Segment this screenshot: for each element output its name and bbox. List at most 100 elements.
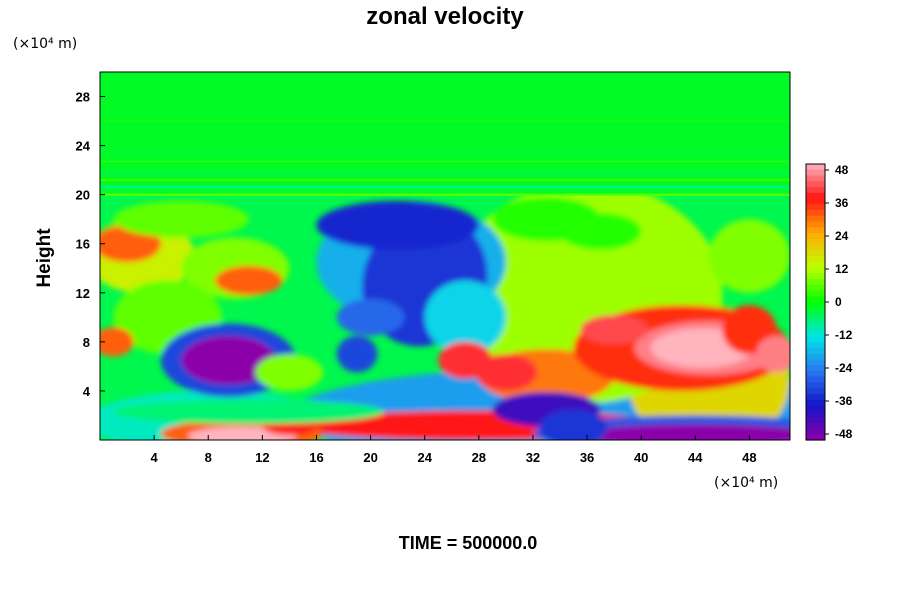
x-tick-label-20: 20 xyxy=(363,450,377,465)
colorbar-segment-36 xyxy=(806,371,825,378)
colorbar-segment-20 xyxy=(806,279,825,286)
colorbar-segment-43 xyxy=(806,411,825,418)
colorbar-segment-39 xyxy=(806,388,825,395)
heatmap-blob-38 xyxy=(113,200,249,238)
colorbar-segment-23 xyxy=(806,296,825,303)
y-tick-label-24: 24 xyxy=(76,139,91,154)
x-axis-ticks: 4 8 12 16 20 24 28 32 36 40 44 48 xyxy=(151,435,757,465)
upper-layer xyxy=(100,72,790,195)
y-tick-label-8: 8 xyxy=(83,335,90,350)
colorbar-segment-15 xyxy=(806,250,825,257)
colorbar-segment-46 xyxy=(806,428,825,435)
colorbar-segment-32 xyxy=(806,348,825,355)
colorbar-segment-26 xyxy=(806,313,825,320)
colorbar-segment-40 xyxy=(806,394,825,401)
colorbar-segment-45 xyxy=(806,422,825,430)
colorbar-label--24: -24 xyxy=(835,361,853,375)
heatmap-blob-33 xyxy=(100,327,134,357)
colorbar-segment-13 xyxy=(806,238,825,246)
colorbar-label-0: 0 xyxy=(835,295,842,309)
heatmap-field xyxy=(100,182,790,440)
x-tick-label-24: 24 xyxy=(417,450,432,465)
colorbar-label-36: 36 xyxy=(835,196,849,210)
time-label: TIME = 500000.0 xyxy=(399,533,538,553)
colorbar-segment-33 xyxy=(806,353,825,361)
colorbar-segment-5 xyxy=(806,192,825,200)
colorbar-segment-41 xyxy=(806,399,825,407)
heatmap-blob-31 xyxy=(181,335,276,385)
colorbar-segment-8 xyxy=(806,210,825,217)
heatmap-blob-16 xyxy=(438,341,493,379)
colorbar-segment-3 xyxy=(806,181,825,188)
x-tick-label-8: 8 xyxy=(205,450,212,465)
x-tick-label-48: 48 xyxy=(742,450,756,465)
x-tick-label-32: 32 xyxy=(526,450,540,465)
y-axis-unit: (×10⁴ m) xyxy=(13,36,77,52)
colorbar-segment-7 xyxy=(806,204,825,211)
x-tick-label-44: 44 xyxy=(688,450,703,465)
heatmap-blob-40 xyxy=(560,213,642,250)
x-tick-label-4: 4 xyxy=(151,450,159,465)
colorbar-segment-38 xyxy=(806,382,825,389)
colorbar-label-24: 24 xyxy=(835,229,849,243)
y-axis-label: Height xyxy=(34,228,55,288)
x-tick-label-12: 12 xyxy=(255,450,269,465)
heatmap-blob-20 xyxy=(580,314,648,345)
colorbar-segment-31 xyxy=(806,342,825,349)
x-tick-label-36: 36 xyxy=(580,450,594,465)
chart-title: zonal velocity xyxy=(366,3,524,30)
heatmap-blob-32 xyxy=(255,354,324,391)
colorbar-segment-12 xyxy=(806,233,825,240)
colorbar-label--36: -36 xyxy=(835,394,853,408)
y-tick-label-12: 12 xyxy=(76,286,90,301)
heatmap-blob-29 xyxy=(113,399,385,425)
plot-frame xyxy=(99,71,791,441)
colorbar-segment-10 xyxy=(806,221,825,228)
colorbar-label-48: 48 xyxy=(835,163,849,177)
colorbar-segment-9 xyxy=(806,215,825,223)
colorbar-segment-0 xyxy=(806,164,825,171)
colorbar-segment-21 xyxy=(806,284,825,292)
colorbar-segment-28 xyxy=(806,325,825,332)
colorbar-segment-17 xyxy=(806,261,825,269)
x-axis-unit: (×10⁴ m) xyxy=(714,475,778,491)
heatmap-blob-35 xyxy=(215,265,283,296)
colorbar: 48 36 24 12 0 -12 -24 -36 -48 xyxy=(805,163,853,441)
heatmap-blob-7 xyxy=(708,219,790,293)
colorbar-segment-37 xyxy=(806,376,825,384)
heatmap-blob-11 xyxy=(336,298,405,336)
colorbar-label-12: 12 xyxy=(835,262,849,276)
colorbar-segment-24 xyxy=(806,302,825,309)
y-tick-label-20: 20 xyxy=(76,188,90,203)
colorbar-segment-6 xyxy=(806,198,825,205)
colorbar-segment-16 xyxy=(806,256,825,263)
heatmap-blob-13 xyxy=(424,280,506,355)
plot-area xyxy=(99,71,791,441)
colorbar-segment-14 xyxy=(806,244,825,251)
heatmap-blob-10 xyxy=(316,200,479,250)
y-tick-label-16: 16 xyxy=(76,237,90,252)
colorbar-segment-2 xyxy=(806,175,825,182)
colorbar-segment-42 xyxy=(806,405,825,412)
heatmap-blob-37 xyxy=(756,335,790,373)
colorbar-segment-47 xyxy=(806,434,825,441)
heatmap-blob-25 xyxy=(539,409,608,440)
x-tick-label-40: 40 xyxy=(634,450,648,465)
colorbar-segment-11 xyxy=(806,227,825,234)
colorbar-segment-4 xyxy=(806,187,825,194)
x-tick-label-16: 16 xyxy=(309,450,323,465)
colorbar-segment-44 xyxy=(806,417,825,424)
heatmap-upper-bands xyxy=(100,72,790,196)
colorbar-segment-29 xyxy=(806,330,825,338)
heatmap-blob-24 xyxy=(573,424,790,440)
colorbar-label--12: -12 xyxy=(835,328,853,342)
colorbar-segment-18 xyxy=(806,267,825,274)
colorbar-segment-22 xyxy=(806,290,825,297)
colorbar-segment-25 xyxy=(806,307,825,315)
colorbar-segment-35 xyxy=(806,365,825,372)
colorbar-segment-19 xyxy=(806,273,825,280)
colorbar-segment-27 xyxy=(806,319,825,326)
colorbar-segment-30 xyxy=(806,336,825,343)
y-axis-ticks: 4 8 12 16 20 24 28 xyxy=(76,90,105,399)
